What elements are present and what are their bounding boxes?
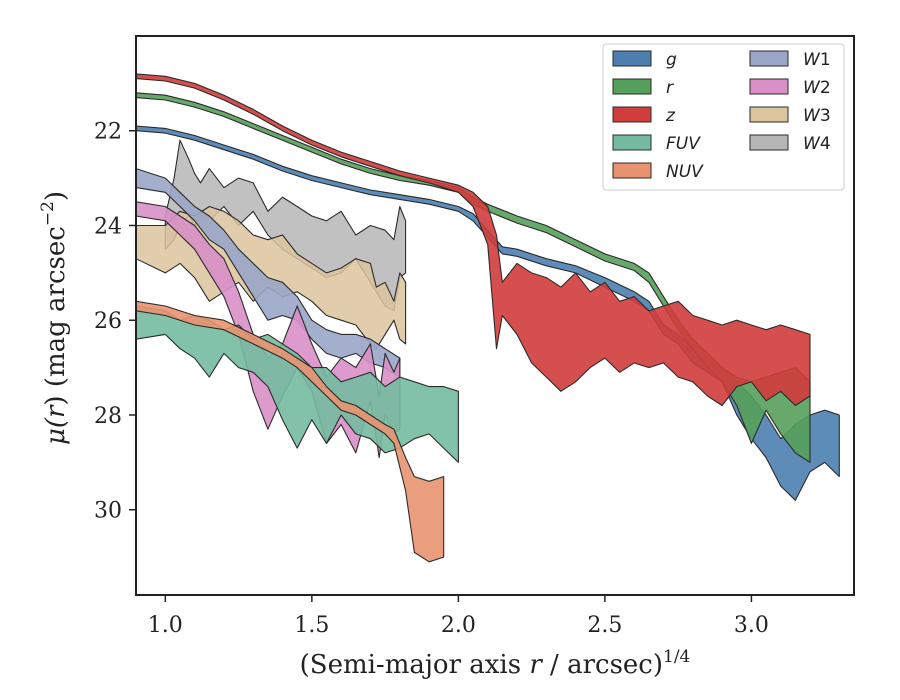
legend-swatch	[749, 50, 789, 67]
y-tick-label: 26	[94, 309, 122, 334]
plot-frame	[135, 35, 855, 596]
legend: grz FUV NUV W1 W2 W3 W4	[602, 43, 845, 191]
x-tick-label: 1.5	[294, 613, 329, 638]
legend-swatch	[749, 134, 789, 151]
legend-swatch	[749, 78, 789, 95]
legend-swatch	[612, 162, 652, 179]
legend-item-z: z	[612, 106, 676, 126]
legend-item-w2: W2	[749, 78, 831, 98]
legend-item-nuv: NUV	[612, 162, 704, 182]
y-tick-label: 22	[94, 120, 122, 145]
series-band-z	[136, 73, 811, 407]
y-axis: 22 24 26 28 30	[94, 120, 136, 524]
legend-label: NUV	[666, 162, 704, 182]
legend-swatch	[612, 106, 652, 123]
x-tick-label: 3.0	[734, 613, 769, 638]
legend-item-w4: W4	[749, 134, 831, 154]
legend-label: W2	[803, 78, 831, 98]
legend-item-fuv: FUV	[612, 134, 701, 154]
legend-label: z	[665, 106, 676, 126]
x-axis-label: (Semi-major axis r / arcsec)1/4	[300, 647, 691, 680]
y-tick-label: 30	[94, 499, 122, 524]
legend-item-w1: W1	[749, 50, 831, 70]
legend-label: W4	[803, 134, 831, 154]
legend-label: r	[666, 78, 674, 98]
legend-item-r: r	[612, 78, 674, 98]
x-axis: 1.0 1.5 2.0 2.5 3.0	[148, 595, 769, 638]
legend-swatch	[612, 50, 652, 67]
x-tick-label: 1.0	[148, 613, 183, 638]
series-band-g	[136, 125, 840, 501]
series-layer	[136, 73, 840, 563]
legend-label: W3	[803, 106, 831, 126]
legend-item-g: g	[612, 50, 677, 70]
legend-swatch	[612, 78, 652, 95]
legend-swatch	[749, 106, 789, 123]
legend-label: g	[666, 50, 677, 70]
y-tick-label: 24	[94, 214, 122, 239]
legend-swatch	[612, 134, 652, 151]
legend-label: W1	[803, 50, 831, 70]
x-tick-label: 2.0	[441, 613, 476, 638]
y-axis-label: μ(r) (mag arcsec−2)	[38, 191, 71, 445]
series-band-nuv	[136, 300, 445, 563]
legend-label: FUV	[666, 134, 701, 154]
legend-item-w3: W3	[749, 106, 831, 126]
x-tick-label: 2.5	[587, 613, 622, 638]
y-tick-label: 28	[94, 404, 122, 429]
